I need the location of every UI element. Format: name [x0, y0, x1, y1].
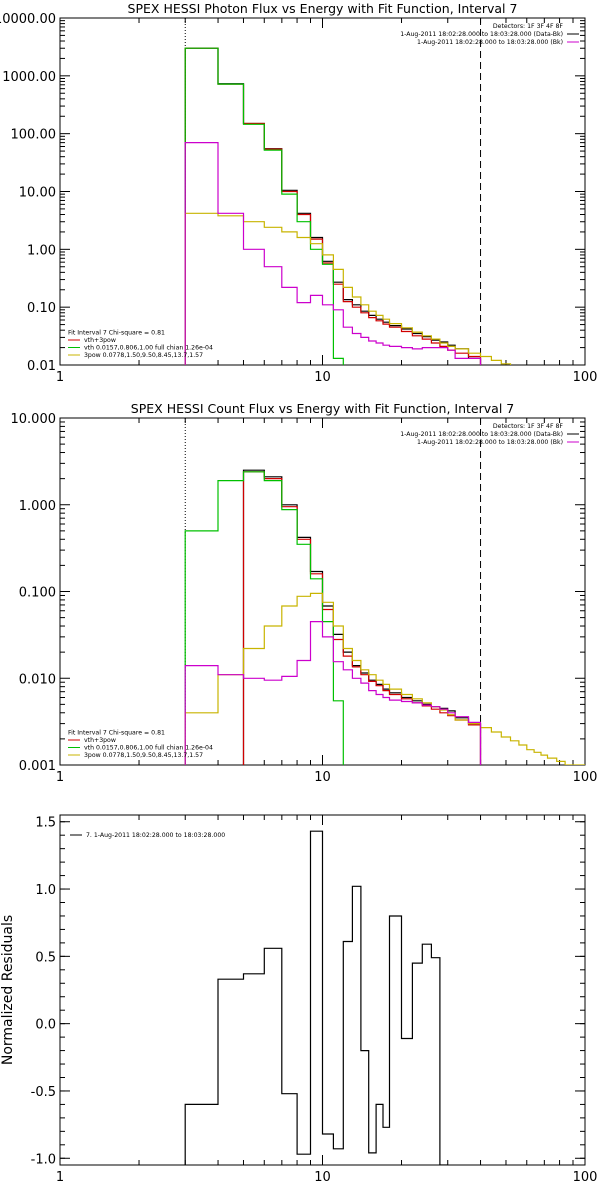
y-tick-label: 10000.00 — [0, 12, 56, 27]
legend-entry: vth 0.0157,0.806,1.00 full chian 1.26e-0… — [84, 745, 213, 752]
y-tick-label: 1.5 — [35, 816, 56, 831]
series-line-1 — [242, 469, 482, 765]
y-tick-label: 0.10 — [27, 301, 56, 316]
legend-entry: Detectors: 1F 3F 4F 8F — [493, 423, 564, 430]
series-line-3 — [184, 471, 344, 765]
legend-entry: 1-Aug-2011 18:02:28.000 to 18:03:28.000 … — [400, 431, 563, 438]
legend-entry: Detectors: 1F 3F 4F 8F — [493, 23, 564, 30]
series-group — [184, 47, 512, 365]
x-tick-label: 10 — [314, 770, 331, 785]
series-line-2 — [242, 471, 482, 765]
legend-entry: 1-Aug-2011 18:02:28.000 to 18:03:28.000 … — [400, 31, 563, 38]
y-tick-label: 100.00 — [11, 128, 57, 143]
x-tick-label: 10 — [314, 370, 331, 385]
series-line-5 — [184, 142, 482, 365]
legend-entry: Fit Interval 7 Chi-square = 0.81 — [68, 330, 165, 337]
y-axis-label: Normalized Residuals — [0, 915, 16, 1065]
x-tick-label: 1 — [56, 1170, 64, 1185]
series-group — [184, 469, 585, 765]
x-tick-label: 100 — [573, 1170, 598, 1185]
chart-title: SPEX HESSI Count Flux vs Energy with Fit… — [131, 401, 514, 416]
legend-entry: 3pow 0.0778,1.50,9.50,8.45,13.7,1.57 — [84, 352, 203, 359]
y-tick-label: 0.5 — [35, 950, 56, 965]
chart-panel-2: SPEX HESSI Count Flux vs Energy with Fit… — [11, 401, 598, 785]
legend-entry: 7. 1-Aug-2011 18:02:28.000 to 18:03:28.0… — [86, 832, 225, 839]
plot-frame — [59, 17, 586, 366]
y-tick-label: 0.100 — [19, 586, 56, 601]
y-tick-label: 1.00 — [27, 243, 56, 258]
series-group — [184, 830, 448, 1165]
series-line-4 — [184, 212, 512, 365]
y-tick-label: -0.5 — [31, 1085, 56, 1100]
legend-entry: 1-Aug-2011 18:02:28.000 to 18:03:28.000 … — [417, 39, 563, 46]
y-tick-label: 1000.00 — [2, 70, 56, 85]
legend-entry: Fit Interval 7 Chi-square = 0.81 — [68, 730, 165, 737]
x-tick-label: 1 — [56, 370, 64, 385]
x-tick-label: 10 — [314, 1170, 331, 1185]
y-tick-label: 1.000 — [19, 499, 56, 514]
legend-entry: 3pow 0.0778,1.50,9.50,8.45,13.7,1.57 — [84, 752, 203, 759]
y-tick-label: 10.00 — [19, 186, 56, 201]
chart-panel-3: 1 10 100 -1.0 -0.5 0.0 0.5 1.0 1.5 Normalized Res… — [0, 814, 598, 1185]
series-line-5 — [184, 621, 482, 765]
legend-entry: 1-Aug-2011 18:02:28.000 to 18:03:28.000 … — [417, 439, 563, 446]
series-line-3 — [184, 47, 344, 365]
x-tick-label: 1 — [56, 770, 64, 785]
legend-entry: vth+3pow — [84, 737, 116, 744]
y-tick-label: 0.0 — [35, 1018, 56, 1033]
y-tick-label: 1.0 — [35, 883, 56, 898]
x-tick-label: 100 — [573, 770, 598, 785]
series-line-4 — [184, 592, 585, 765]
x-tick-label: 100 — [573, 370, 598, 385]
chart-title: SPEX HESSI Photon Flux vs Energy with Fi… — [128, 1, 518, 16]
y-tick-label: 0.010 — [19, 672, 56, 687]
series-line-1 — [184, 830, 448, 1165]
y-tick-label: 0.01 — [27, 359, 56, 374]
chart-panel-1: SPEX HESSI Photon Flux vs Energy with Fi… — [0, 1, 597, 385]
y-tick-label: 0.001 — [19, 759, 56, 774]
y-tick-label: 10.000 — [11, 412, 57, 427]
legend-entry: vth 0.0157,0.806,1.00 full chian 1.26e-0… — [84, 345, 213, 352]
y-tick-label: -1.0 — [31, 1152, 56, 1167]
legend-entry: vth+3pow — [84, 337, 116, 344]
